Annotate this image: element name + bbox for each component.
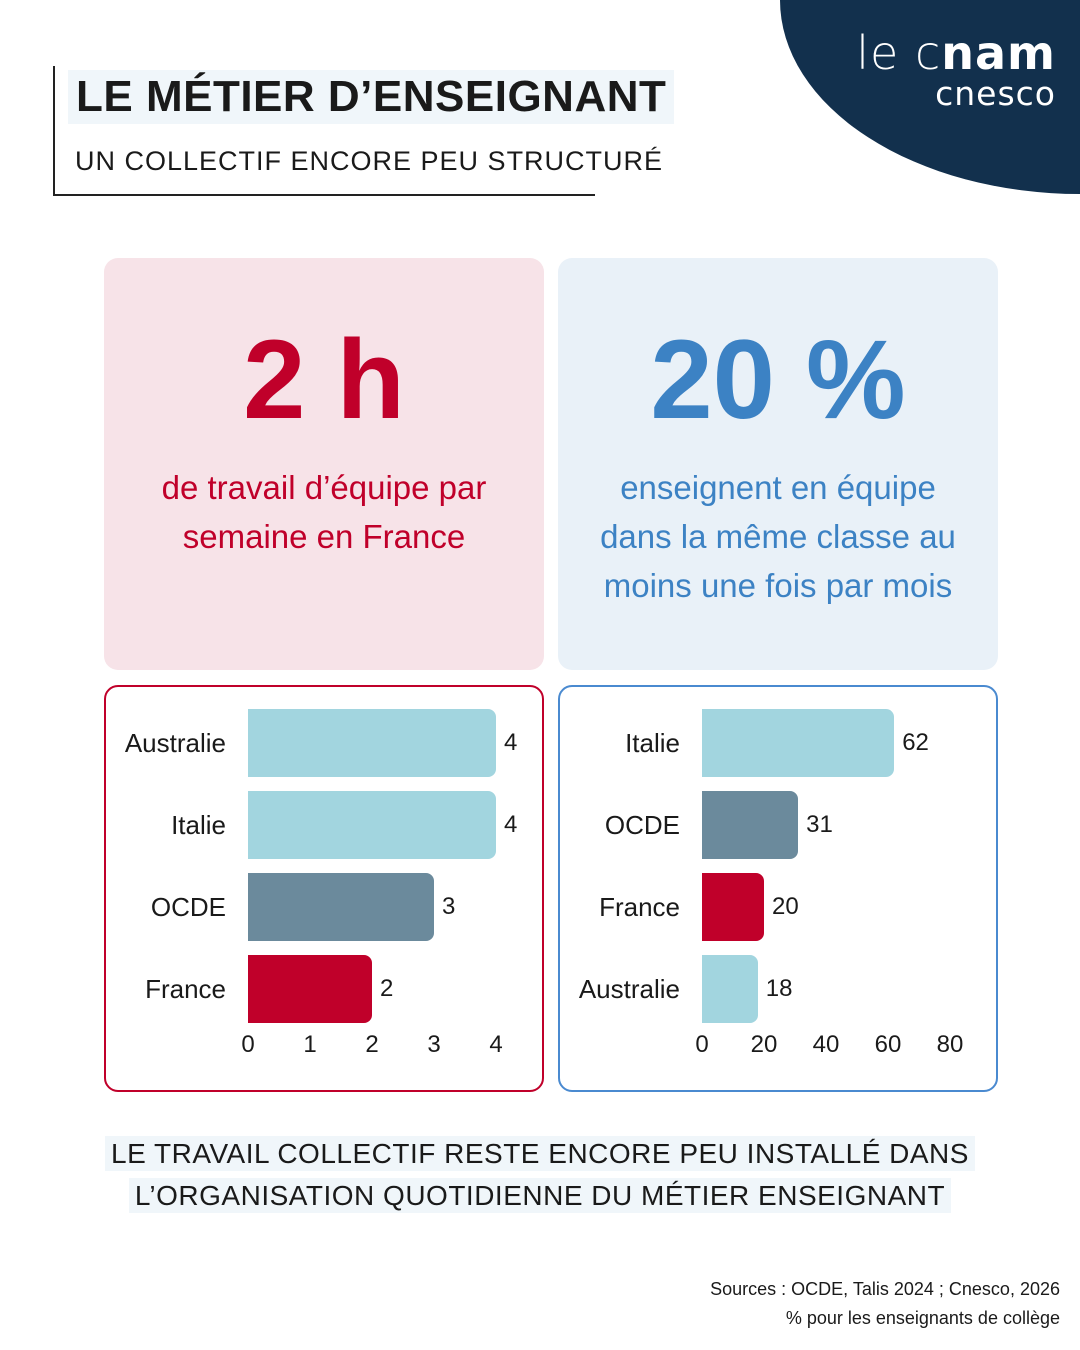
logo-text-bold: nam <box>941 26 1056 80</box>
conclusion-text: LE TRAVAIL COLLECTIF RESTE ENCORE PEU IN… <box>105 1136 975 1171</box>
value-label: 3 <box>442 893 456 920</box>
value-label: 62 <box>902 729 929 756</box>
bar-ocde <box>702 791 799 859</box>
category-label: OCDE <box>604 810 680 840</box>
bar-australie <box>702 955 758 1023</box>
page-title: LE MÉTIER D’ENSEIGNANT <box>68 70 675 124</box>
x-tick-label: 3 <box>427 1031 441 1058</box>
category-label: Italie <box>171 810 226 840</box>
x-tick-label: 4 <box>489 1031 503 1058</box>
logo-cnesco: cnesco <box>935 74 1056 113</box>
x-tick-label: 0 <box>241 1031 255 1058</box>
stat-value: 2 h <box>243 317 405 442</box>
bar-italie <box>702 709 895 777</box>
bar-italie <box>248 791 496 859</box>
bar-france <box>248 955 372 1023</box>
x-tick-label: 1 <box>303 1031 317 1058</box>
sources-note: % pour les enseignants de collège <box>785 1308 1060 1328</box>
x-tick-label: 2 <box>365 1031 379 1058</box>
category-label: Italie <box>625 728 680 758</box>
category-label: Australie <box>578 974 680 1004</box>
stat-card-percent: 20 % enseignent en équipe dans la même c… <box>558 258 998 670</box>
value-label: 20 <box>772 893 799 920</box>
value-label: 2 <box>380 975 394 1002</box>
x-tick-label: 0 <box>695 1031 709 1058</box>
value-label: 4 <box>504 811 518 838</box>
title-frame <box>53 66 595 196</box>
page-subtitle: UN COLLECTIF ENCORE PEU STRUCTURÉ <box>75 146 664 176</box>
chart-hours: Australie 4 Italie 4 OCDE 3 France 2 0 1 2 3 4 <box>104 685 544 1092</box>
x-tick-label: 20 <box>750 1031 778 1058</box>
sources: Sources : OCDE, Talis 2024 ; Cnesco, 202… <box>710 1279 1060 1299</box>
x-tick-label: 80 <box>936 1031 964 1058</box>
conclusion-line-2: L’ORGANISATION QUOTIDIENNE DU MÉTIER ENS… <box>0 1178 1080 1213</box>
logo-cnam: le cnam <box>856 26 1056 80</box>
stat-value: 20 % <box>650 317 906 442</box>
category-label: France <box>145 974 226 1004</box>
conclusion-text: L’ORGANISATION QUOTIDIENNE DU MÉTIER ENS… <box>128 1178 952 1213</box>
value-label: 18 <box>765 975 793 1002</box>
logo-text-light: le c <box>856 26 942 80</box>
category-label: Australie <box>124 728 226 758</box>
x-tick-label: 40 <box>812 1031 840 1058</box>
category-label: OCDE <box>150 892 226 922</box>
conclusion-line-1: LE TRAVAIL COLLECTIF RESTE ENCORE PEU IN… <box>0 1136 1080 1171</box>
value-label: 4 <box>504 729 518 756</box>
category-label: France <box>599 892 680 922</box>
stat-description: de travail d’équipe par semaine en Franc… <box>161 469 487 556</box>
bar-australie <box>248 709 496 777</box>
value-label: 31 <box>806 811 833 838</box>
bar-france <box>702 873 764 941</box>
stat-card-hours: 2 h de travail d’équipe par semaine en F… <box>104 258 544 670</box>
chart-percent: Italie 62 OCDE 31 France 20 Australie 18 0 20 40 60… <box>558 685 998 1092</box>
bar-ocde <box>248 873 434 941</box>
stat-description: enseignent en équipe dans la même classe… <box>600 469 956 605</box>
x-tick-label: 60 <box>874 1031 902 1058</box>
